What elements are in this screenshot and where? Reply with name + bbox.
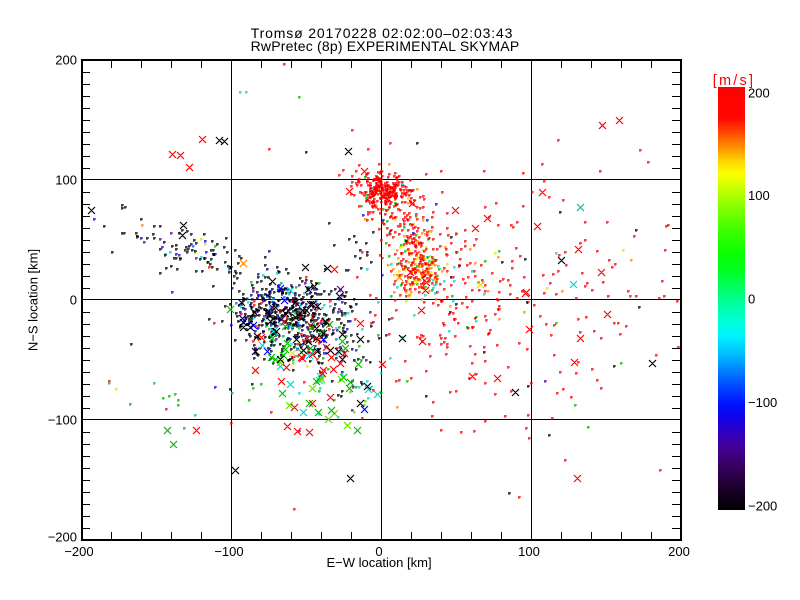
svg-text:0: 0 — [70, 293, 77, 308]
svg-text:200: 200 — [55, 53, 77, 68]
svg-text:−200: −200 — [748, 499, 777, 514]
svg-text:E−W location [km]: E−W location [km] — [326, 555, 431, 570]
svg-text:100: 100 — [518, 544, 540, 559]
svg-text:Tromsø 20170228 02:02:00–02:03: Tromsø 20170228 02:02:00–02:03:43 — [251, 25, 514, 41]
svg-text:RwPretec (8p) EXPERIMENTAL SKY: RwPretec (8p) EXPERIMENTAL SKYMAP — [251, 38, 520, 54]
svg-text:−100: −100 — [214, 544, 243, 559]
svg-text:0: 0 — [748, 292, 755, 307]
svg-text:100: 100 — [748, 188, 770, 203]
svg-text:100: 100 — [55, 173, 77, 188]
svg-text:[m/s]: [m/s] — [713, 73, 755, 89]
svg-text:200: 200 — [748, 86, 770, 101]
svg-text:−200: −200 — [48, 530, 77, 545]
svg-text:0: 0 — [375, 544, 382, 559]
svg-text:200: 200 — [668, 544, 690, 559]
svg-text:−100: −100 — [48, 413, 77, 428]
svg-text:−100: −100 — [748, 395, 777, 410]
svg-text:N−S location [km]: N−S location [km] — [26, 249, 41, 351]
svg-text:−200: −200 — [64, 544, 93, 559]
